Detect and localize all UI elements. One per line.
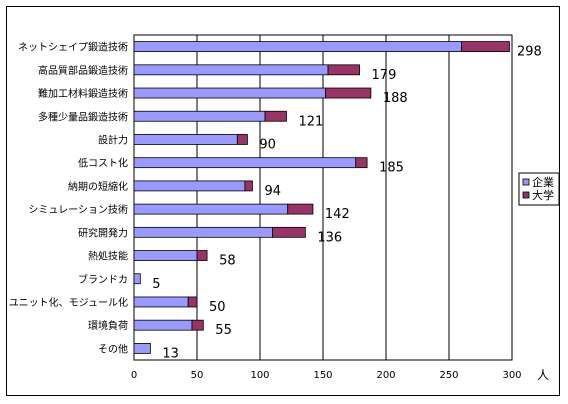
x-axis-label: 人 xyxy=(537,368,549,382)
bar-segment-university xyxy=(236,134,248,145)
bar-segment-university xyxy=(272,226,306,238)
bar-segment-company xyxy=(133,342,151,354)
total-value-label: 142 xyxy=(325,207,350,222)
category-label: ネットシェイプ鍛造技術 xyxy=(18,41,128,54)
bar-segment-university xyxy=(327,64,360,76)
bar-segment-university xyxy=(264,110,287,122)
total-value-label: 13 xyxy=(162,346,179,361)
legend-box xyxy=(518,172,560,206)
bar-segment-company xyxy=(133,110,266,122)
x-tick-label: 0 xyxy=(131,370,137,381)
bar-segment-company xyxy=(133,134,238,145)
legend-swatch xyxy=(522,178,530,186)
x-tick-label: 250 xyxy=(439,370,458,381)
total-value-label: 179 xyxy=(372,68,397,83)
total-value-label: 90 xyxy=(259,137,276,152)
bar-segment-company xyxy=(133,226,274,238)
total-value-label: 5 xyxy=(152,277,160,292)
bar-segment-university xyxy=(196,250,208,261)
legend-entry: 大学 xyxy=(532,188,554,202)
category-label: シミュレーション技術 xyxy=(28,203,128,216)
total-value-label: 94 xyxy=(264,184,281,199)
category-label: 多種少量品鍛造技術 xyxy=(38,110,128,123)
bar-segment-university xyxy=(461,41,510,53)
category-label: 環境負荷 xyxy=(88,319,128,332)
bar-segment-company xyxy=(133,203,289,215)
gridlines xyxy=(133,34,513,361)
bar-segment-company xyxy=(133,41,463,53)
category-label: ユニット化、モジュール化 xyxy=(9,296,128,309)
total-labels: 298 179 188 121 90 185 94 142 136 58 5 50 55 13 xyxy=(152,45,542,362)
bar-segment-company xyxy=(133,273,141,285)
bar-chart: ネットシェイプ鍛造技術高品質部品鍛造技術難加工材料鍛造技術多種少量品鍛造技術設計… xyxy=(9,34,560,382)
category-label: 設計力 xyxy=(98,133,128,146)
total-value-label: 188 xyxy=(383,91,408,106)
bar-segment-company xyxy=(133,157,357,169)
total-value-label: 298 xyxy=(517,45,542,60)
total-value-label: 55 xyxy=(215,323,232,338)
x-tick-label: 200 xyxy=(376,370,395,381)
x-axis: 0 50 100 150 200 250 300 人 xyxy=(131,368,549,382)
total-value-label: 50 xyxy=(209,300,226,315)
category-label: ブランドカ xyxy=(78,273,128,286)
category-label: 低コスト化 xyxy=(78,157,128,170)
bar-segment-university xyxy=(187,296,198,308)
bar-segment-company xyxy=(133,64,329,76)
bar-segment-company xyxy=(133,180,246,192)
total-value-label: 58 xyxy=(219,254,236,269)
x-tick-label: 150 xyxy=(313,370,332,381)
chart-frame: ネットシェイプ鍛造技術高品質部品鍛造技術 難加工材料鍛造技術 多種少量品鍛造技術設計… xyxy=(6,6,560,396)
category-label: 熱処技能 xyxy=(88,250,128,263)
category-labels: ネットシェイプ鍛造技術高品質部品鍛造技術難加工材料鍛造技術多種少量品鍛造技術設計… xyxy=(9,41,128,356)
bar-segment-university xyxy=(191,319,204,331)
category-label: 研究開発力 xyxy=(78,226,128,239)
bar-segment-university xyxy=(287,203,314,215)
bar-segment-university xyxy=(355,157,368,169)
x-tick-label: 50 xyxy=(191,370,204,381)
category-label: その他 xyxy=(98,342,128,355)
bar-segment-university xyxy=(244,180,253,192)
bars xyxy=(133,41,510,354)
category-label: 難加工材料鍛造技術 xyxy=(38,87,128,100)
x-tick-label: 300 xyxy=(502,370,521,381)
bar-segment-university xyxy=(325,87,372,99)
category-label: 高品質部品鍛造技術 xyxy=(38,64,128,77)
legend-swatch xyxy=(522,191,530,199)
bar-segment-company xyxy=(133,87,326,99)
category-label: 納期の短縮化 xyxy=(68,180,128,193)
bar-segment-company xyxy=(133,250,198,261)
total-value-label: 185 xyxy=(379,161,404,176)
legend-entry: 企業 xyxy=(532,175,554,189)
bar-segment-company xyxy=(133,296,189,308)
bar-segment-company xyxy=(133,319,193,331)
total-value-label: 136 xyxy=(317,230,342,245)
x-tick-label: 100 xyxy=(250,370,269,381)
total-value-label: 121 xyxy=(298,114,323,129)
